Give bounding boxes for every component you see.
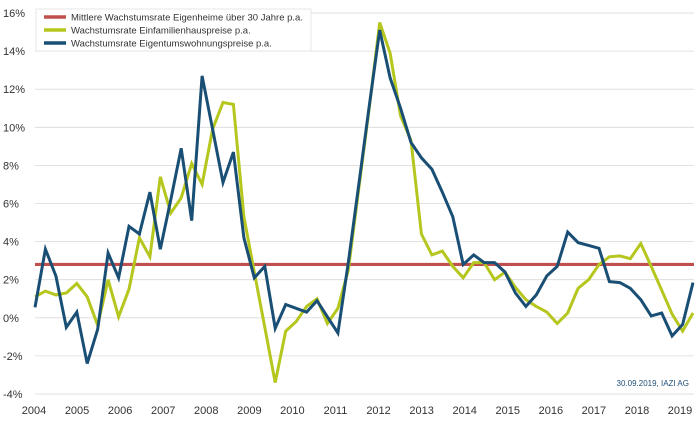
y-tick-label: 16% <box>3 8 25 20</box>
x-tick-label: 2015 <box>496 405 520 417</box>
series-lines <box>33 22 695 383</box>
x-tick-label: 2011 <box>324 405 348 417</box>
apartments-series-line-points <box>34 30 694 364</box>
x-tick-label: 2018 <box>625 405 649 417</box>
legend-label-houses: Wachstumsrate Einfamilienhauspreise p.a. <box>71 26 251 37</box>
x-tick-label: 2005 <box>65 405 89 417</box>
x-tick-label: 2016 <box>539 405 563 417</box>
x-tick-label: 2014 <box>452 405 476 417</box>
y-tick-label: 12% <box>3 84 25 96</box>
y-tick-label: 14% <box>3 46 25 58</box>
y-tick-label: 0% <box>3 313 19 325</box>
x-tick-label: 2006 <box>108 405 132 417</box>
y-tick-label: 2% <box>3 275 19 287</box>
x-tick-label: 2009 <box>237 405 261 417</box>
houses-series-line <box>34 22 695 383</box>
legend: Mittlere Wachstumsrate Eigenheime über 3… <box>35 8 312 52</box>
x-axis-ticks: 2004 2005 2006 2007 2008 2009 2010 2011 2012 2013… <box>22 405 693 417</box>
x-tick-label: 2010 <box>280 405 304 417</box>
apartments-series-line <box>33 29 695 364</box>
legend-label-apartments: Wachstumsrate Eigentumswohnungspreise p.… <box>71 39 272 50</box>
x-tick-label: 2012 <box>366 405 390 417</box>
x-tick-label: 2013 <box>409 405 433 417</box>
x-tick-label: 2008 <box>194 405 218 417</box>
houses-series-line-points <box>34 22 694 383</box>
y-tick-label: -2% <box>3 351 23 363</box>
x-tick-label: 2017 <box>582 405 606 417</box>
y-tick-label: 4% <box>3 237 19 249</box>
source-note: 30.09.2019, IAZI AG <box>617 379 690 388</box>
x-tick-label: 2004 <box>22 405 46 417</box>
gridlines <box>35 12 694 395</box>
y-tick-label: 6% <box>3 199 19 211</box>
legend-box <box>35 8 312 52</box>
y-axis-ticks: 16% 14% 12% 10% 8% 6% 4% 2% 0% -2% -4% <box>3 8 25 401</box>
legend-label-mean: Mittlere Wachstumsrate Eigenheime über 3… <box>71 13 303 24</box>
y-tick-label: 10% <box>3 122 25 134</box>
y-tick-label: 8% <box>3 160 19 172</box>
x-tick-label: 2019 <box>668 405 692 417</box>
y-tick-label: -4% <box>3 389 23 401</box>
x-tick-label: 2007 <box>151 405 175 417</box>
